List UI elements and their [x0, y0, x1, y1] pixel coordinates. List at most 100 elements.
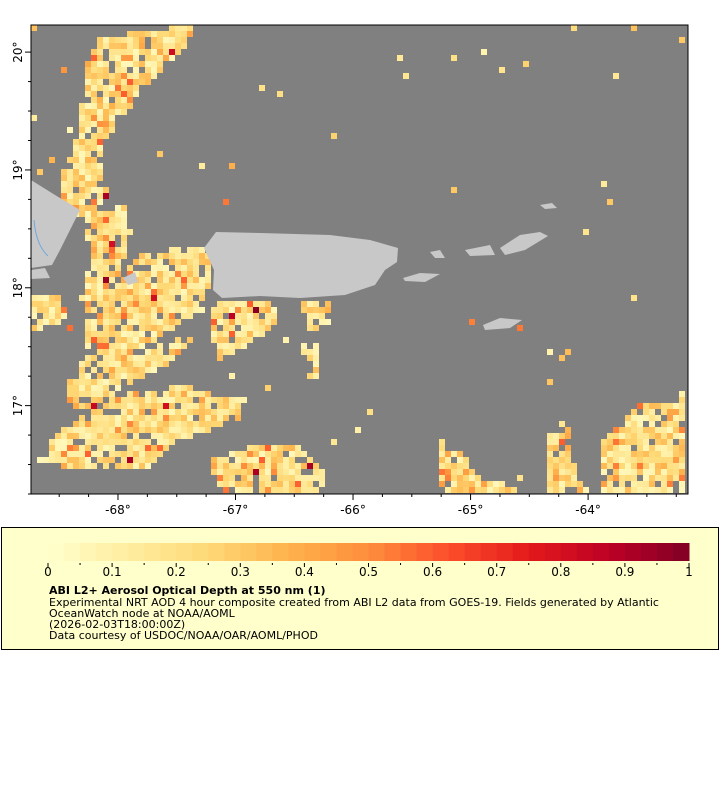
aod-pixel — [187, 277, 193, 283]
aod-pixel — [115, 295, 121, 301]
aod-pixel — [61, 67, 67, 73]
aod-pixel — [133, 283, 139, 289]
aod-pixel — [163, 313, 169, 319]
aod-pixel — [91, 235, 97, 241]
aod-pixel — [133, 73, 139, 79]
aod-pixel — [319, 319, 325, 325]
aod-pixel — [637, 403, 643, 409]
aod-pixel — [313, 487, 319, 493]
aod-pixel — [61, 187, 67, 193]
aod-pixel — [67, 427, 73, 433]
aod-pixel — [115, 97, 121, 103]
aod-pixel — [79, 193, 85, 199]
aod-pixel — [523, 61, 529, 67]
aod-pixel — [127, 367, 133, 373]
aod-pixel — [487, 487, 493, 493]
colorbar-swatch — [224, 543, 241, 561]
map-frame — [30, 24, 689, 495]
aod-pixel — [115, 55, 121, 61]
aod-pixel — [487, 481, 493, 487]
aod-pixel — [91, 247, 97, 253]
aod-pixel — [73, 181, 79, 187]
aod-pixel — [103, 379, 109, 385]
aod-pixel — [127, 61, 133, 67]
aod-pixel — [139, 397, 145, 403]
aod-pixel — [109, 331, 115, 337]
aod-pixel — [169, 409, 175, 415]
aod-pixel — [115, 421, 121, 427]
aod-pixel — [265, 469, 271, 475]
aod-pixel — [79, 427, 85, 433]
aod-pixel — [133, 355, 139, 361]
aod-pixel — [553, 457, 559, 463]
aod-pixel — [115, 331, 121, 337]
aod-pixel — [163, 361, 169, 367]
aod-pixel — [559, 433, 565, 439]
aod-pixel — [295, 451, 301, 457]
aod-pixel — [85, 355, 91, 361]
aod-pixel — [55, 307, 61, 313]
aod-pixel — [673, 415, 679, 421]
aod-pixel — [655, 475, 661, 481]
aod-pixel — [85, 211, 91, 217]
aod-pixel — [157, 433, 163, 439]
aod-pixel — [103, 427, 109, 433]
aod-pixel — [109, 397, 115, 403]
aod-pixel — [127, 271, 133, 277]
aod-pixel — [667, 475, 673, 481]
aod-pixel — [655, 433, 661, 439]
aod-pixel — [601, 463, 607, 469]
aod-pixel — [229, 451, 235, 457]
aod-pixel — [169, 385, 175, 391]
aod-pixel — [115, 271, 121, 277]
aod-pixel — [109, 43, 115, 49]
aod-pixel — [97, 283, 103, 289]
aod-pixel — [103, 259, 109, 265]
aod-pixel — [565, 445, 571, 451]
aod-pixel — [655, 445, 661, 451]
aod-pixel — [601, 181, 607, 187]
aod-pixel — [109, 211, 115, 217]
aod-pixel — [115, 379, 121, 385]
aod-pixel — [121, 343, 127, 349]
aod-pixel — [121, 307, 127, 313]
aod-pixel — [547, 451, 553, 457]
aod-pixel — [247, 469, 253, 475]
aod-pixel — [187, 337, 193, 343]
aod-pixel — [85, 427, 91, 433]
aod-pixel — [49, 457, 55, 463]
aod-pixel — [307, 475, 313, 481]
aod-pixel — [205, 421, 211, 427]
aod-pixel — [481, 487, 487, 493]
aod-pixel — [91, 283, 97, 289]
aod-pixel — [109, 259, 115, 265]
aod-pixel — [85, 403, 91, 409]
aod-pixel — [67, 457, 73, 463]
aod-pixel — [229, 307, 235, 313]
aod-pixel — [85, 205, 91, 211]
aod-pixel — [139, 403, 145, 409]
aod-pixel — [397, 55, 403, 61]
aod-pixel — [109, 79, 115, 85]
aod-pixel — [211, 469, 217, 475]
aod-pixel — [241, 337, 247, 343]
aod-pixel — [133, 307, 139, 313]
aod-pixel — [115, 367, 121, 373]
aod-pixel — [37, 325, 43, 331]
aod-pixel — [241, 487, 247, 493]
aod-pixel — [679, 427, 685, 433]
aod-pixel — [73, 433, 79, 439]
aod-pixel — [679, 463, 685, 469]
aod-pixel — [283, 475, 289, 481]
aod-pixel — [133, 55, 139, 61]
aod-pixel — [73, 199, 79, 205]
aod-pixel — [103, 415, 109, 421]
aod-pixel — [97, 211, 103, 217]
aod-pixel — [655, 451, 661, 457]
aod-pixel — [199, 409, 205, 415]
aod-pixel — [85, 295, 91, 301]
aod-pixel — [217, 481, 223, 487]
colorbar-swatch — [48, 543, 65, 561]
aod-pixel — [73, 391, 79, 397]
aod-pixel — [67, 127, 73, 133]
